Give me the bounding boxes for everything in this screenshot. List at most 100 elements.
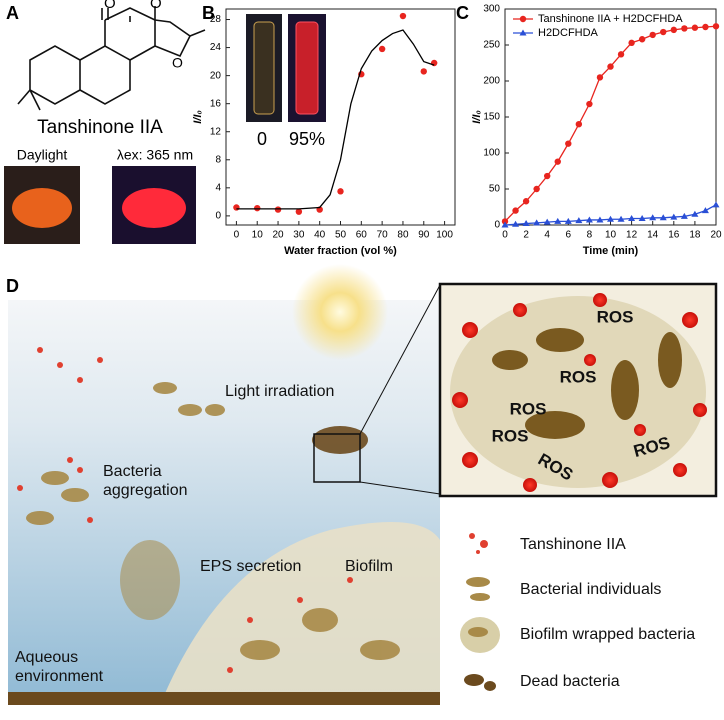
ros-label: ROS	[597, 307, 634, 326]
sediment	[8, 692, 440, 705]
powder	[12, 188, 72, 228]
marker	[638, 215, 646, 222]
marker	[575, 121, 583, 128]
atom: O	[104, 0, 116, 12]
y-tick-label: 300	[483, 4, 500, 15]
x-tick-label: 50	[335, 230, 347, 241]
y-tick-label: 24	[210, 42, 222, 53]
marker	[607, 215, 614, 222]
scene-label: EPS secretion	[200, 558, 302, 575]
marker	[544, 172, 551, 180]
x-tick-label: 12	[626, 230, 638, 241]
zoom-box	[313, 433, 361, 483]
vial	[253, 21, 275, 115]
marker	[399, 12, 407, 20]
marker	[543, 218, 551, 225]
panel-label: B	[202, 3, 215, 23]
x-tick-label: 40	[314, 230, 326, 241]
legend-label: Tanshinone IIA + H2DCFHDA	[538, 13, 683, 25]
marker	[512, 207, 519, 214]
x-tick-label: 80	[397, 230, 409, 241]
sun	[292, 264, 388, 360]
photo-label: λex: 365 nm	[117, 147, 193, 163]
compound-name: Tanshinone IIA	[37, 117, 163, 138]
zoom-line	[359, 284, 441, 495]
marker	[522, 220, 530, 227]
marker	[660, 28, 667, 36]
marker	[554, 158, 561, 165]
x-tick-label: 90	[418, 230, 430, 241]
x-tick-label: 10	[252, 230, 264, 241]
marker	[712, 201, 720, 208]
scene-label: Bacteria aggregation	[103, 463, 188, 499]
y-tick-label: 4	[215, 182, 221, 193]
scene-label: Aqueous environment	[15, 649, 104, 685]
x-tick-label: 70	[377, 230, 389, 241]
x-tick-label: 4	[544, 230, 550, 241]
marker	[691, 210, 699, 217]
legend-label: Tanshinone IIA	[520, 536, 626, 553]
scene-label: Light irradiation	[225, 383, 335, 400]
marker	[337, 188, 344, 195]
x-tick-label: 6	[566, 230, 572, 241]
y-tick-label: 150	[483, 112, 500, 123]
marker	[617, 215, 625, 222]
x-tick-label: 2	[523, 230, 529, 241]
x-tick-label: 20	[272, 230, 284, 241]
y-tick-label: 16	[210, 98, 222, 109]
photo-label: Daylight	[17, 147, 68, 163]
marker	[702, 23, 709, 31]
marker	[420, 68, 427, 75]
marker	[501, 221, 509, 228]
atom: O	[150, 0, 162, 12]
marker	[554, 217, 562, 224]
marker	[596, 216, 604, 223]
x-tick-label: 20	[710, 230, 722, 241]
marker	[691, 24, 699, 31]
marker	[295, 208, 303, 215]
marker	[596, 74, 604, 81]
dead-bacteria	[492, 328, 682, 439]
marker	[670, 213, 678, 220]
marker	[649, 31, 656, 39]
marker	[670, 26, 677, 34]
legend-marker	[519, 15, 527, 23]
inset-label: 0	[257, 129, 267, 149]
powder	[122, 188, 186, 228]
marker	[680, 212, 688, 219]
x-tick-label: 30	[293, 230, 305, 241]
marker	[681, 25, 688, 32]
drug-dots	[17, 347, 353, 673]
vial	[295, 21, 319, 115]
x-tick-label: 10	[605, 230, 617, 241]
inset-label: 95%	[289, 129, 325, 149]
marker	[585, 216, 593, 223]
ros-label: ROS	[560, 367, 597, 386]
marker	[378, 45, 386, 53]
legend-label: Bacterial individuals	[520, 581, 662, 598]
panel-label: D	[6, 276, 19, 296]
y-tick-label: 50	[489, 184, 501, 195]
marker	[712, 23, 720, 30]
bacteria	[26, 382, 400, 660]
y-tick-label: 100	[483, 148, 500, 159]
marker	[701, 207, 709, 214]
legend-label: Biofilm wrapped bacteria	[520, 626, 696, 643]
x-axis-label: Water fraction (vol %)	[284, 245, 397, 257]
marker	[501, 218, 509, 225]
marker	[628, 215, 636, 222]
y-tick-label: 0	[215, 211, 221, 222]
legend-label: H2DCFHDA	[538, 27, 599, 39]
atom: O	[172, 55, 183, 71]
y-tick-label: 8	[215, 154, 221, 165]
x-tick-label: 100	[436, 230, 453, 241]
ros-label: ROS	[510, 399, 547, 418]
marker	[533, 219, 541, 226]
x-tick-label: 0	[234, 230, 240, 241]
marker	[659, 214, 667, 221]
marker	[565, 140, 572, 147]
x-tick-label: 60	[356, 230, 368, 241]
y-tick-label: 200	[483, 76, 500, 87]
